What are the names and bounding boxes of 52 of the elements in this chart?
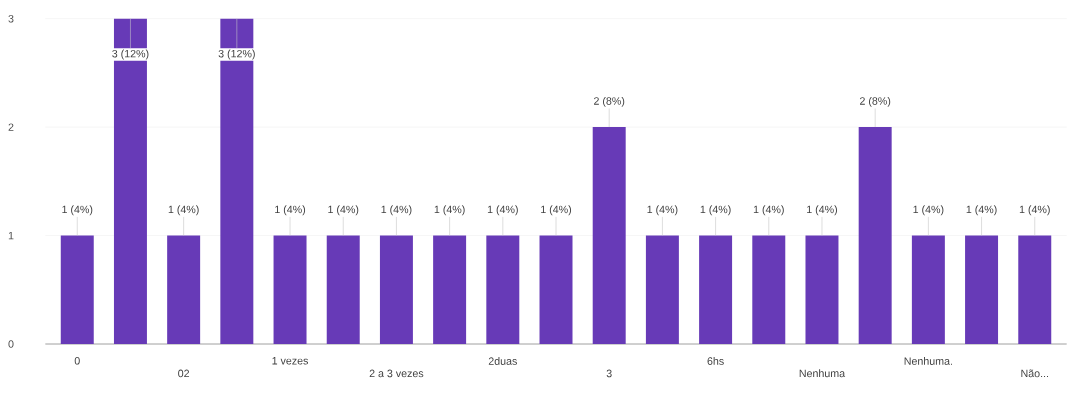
y-tick-label: 2 [8,123,14,131]
bar [220,18,254,344]
y-tick-label: 3 [8,14,14,23]
bar [965,235,999,344]
x-tick-label: Não... [1021,369,1049,378]
bar [433,235,467,344]
bar [911,235,945,344]
data-label: 3 (12%) [112,49,149,60]
data-label: 1 (4%) [487,205,518,216]
x-tick-label: 3 [606,369,612,378]
data-label: 1 (4%) [328,205,359,216]
data-label: 1 (4%) [647,205,678,216]
bar [699,235,733,344]
bar [752,235,786,344]
data-label: 1 (4%) [913,205,944,216]
data-label: 1 (4%) [168,205,199,216]
bar [645,235,679,344]
data-label: 2 (8%) [860,96,891,107]
y-tick-label: 0 [8,340,14,348]
data-label: 1 (4%) [753,205,784,216]
x-tick-label: 0 [74,357,80,365]
data-label: 1 (4%) [381,205,412,216]
x-tick-label: 6hs [707,357,724,365]
data-label: 1 (4%) [1019,205,1050,216]
data-label: 3 (12%) [218,49,255,60]
x-tick-label: 02 [178,369,190,378]
data-label: 1 (4%) [700,205,731,216]
bar [379,235,413,344]
y-tick-label: 1 [8,231,14,240]
data-label: 1 (4%) [434,205,465,216]
bar [592,127,626,344]
bar [113,18,147,344]
x-tick-label: 2 a 3 vezes [369,369,424,378]
bar [273,235,307,344]
bar [1018,235,1052,344]
bar [167,235,201,344]
data-label: 1 (4%) [275,205,306,216]
data-label: 1 (4%) [966,205,997,216]
x-tick-label: 2duas [488,357,517,365]
x-tick-label: Nenhuma. [904,357,952,365]
data-label: 1 (4%) [541,205,572,216]
bar [805,235,839,344]
bar [486,235,520,344]
data-label: 1 (4%) [807,205,838,216]
x-tick-label: 1 vezes [272,357,309,365]
bar [539,235,573,344]
data-label: 2 (8%) [594,96,625,107]
bar [326,235,360,344]
bar [60,235,94,344]
x-tick-label: Nenhuma [799,369,846,378]
bar [858,127,892,344]
data-label: 1 (4%) [62,205,93,216]
